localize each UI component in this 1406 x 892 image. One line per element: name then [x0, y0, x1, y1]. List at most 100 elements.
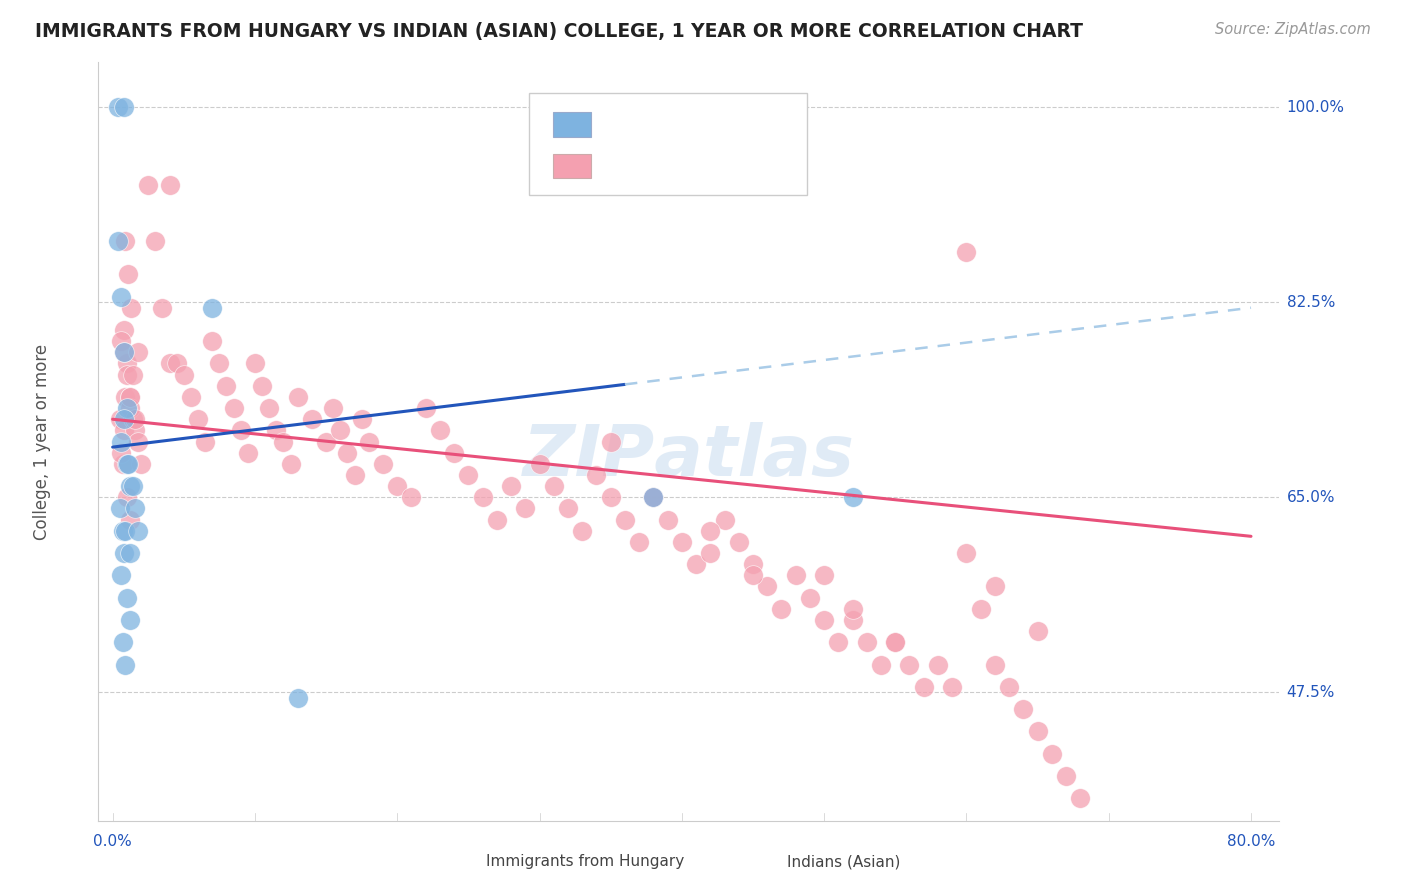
- Point: [742, 568, 765, 582]
- Point: [120, 301, 142, 315]
- Point: [898, 657, 921, 672]
- Point: [699, 524, 721, 538]
- Point: [159, 178, 181, 192]
- Point: [336, 446, 359, 460]
- Point: [387, 479, 409, 493]
- Point: [870, 657, 893, 672]
- Point: [115, 368, 138, 382]
- Point: [371, 457, 394, 471]
- Point: [742, 557, 765, 572]
- Point: [884, 635, 907, 649]
- Text: Source: ZipAtlas.com: Source: ZipAtlas.com: [1215, 22, 1371, 37]
- Point: [998, 680, 1021, 694]
- Text: College, 1 year or more: College, 1 year or more: [32, 343, 51, 540]
- Point: [543, 479, 565, 493]
- Point: [118, 613, 141, 627]
- Point: [756, 580, 779, 594]
- Point: [115, 457, 138, 471]
- Point: [108, 412, 131, 426]
- Point: [401, 490, 423, 504]
- Point: [166, 356, 188, 370]
- Point: [841, 613, 863, 627]
- Point: [969, 601, 991, 615]
- Point: [117, 457, 139, 471]
- Point: [201, 301, 224, 315]
- Point: [643, 490, 665, 504]
- Point: [571, 524, 593, 538]
- Point: [457, 467, 479, 482]
- Point: [129, 457, 152, 471]
- Point: [187, 412, 209, 426]
- Point: [841, 601, 863, 615]
- Point: [280, 457, 302, 471]
- Point: [118, 479, 141, 493]
- Point: [557, 501, 579, 516]
- Point: [112, 345, 135, 359]
- Point: [287, 390, 309, 404]
- Text: 47.5%: 47.5%: [1286, 685, 1334, 700]
- Text: R =  0.041   N =  28: R = 0.041 N = 28: [600, 117, 763, 132]
- Text: 100.0%: 100.0%: [1286, 100, 1344, 114]
- Text: 80.0%: 80.0%: [1227, 834, 1275, 849]
- Point: [115, 490, 138, 504]
- Point: [124, 412, 146, 426]
- Point: [813, 613, 835, 627]
- Point: [114, 390, 136, 404]
- Point: [208, 356, 231, 370]
- Point: [322, 401, 344, 416]
- Point: [127, 524, 149, 538]
- Point: [118, 401, 141, 416]
- Point: [941, 680, 963, 694]
- Point: [121, 368, 143, 382]
- Point: [643, 490, 665, 504]
- Point: [329, 424, 352, 438]
- Point: [515, 501, 537, 516]
- Point: [111, 524, 134, 538]
- Text: IMMIGRANTS FROM HUNGARY VS INDIAN (ASIAN) COLLEGE, 1 YEAR OR MORE CORRELATION CH: IMMIGRANTS FROM HUNGARY VS INDIAN (ASIAN…: [35, 22, 1083, 41]
- Point: [110, 434, 132, 449]
- Point: [112, 100, 135, 114]
- Point: [180, 390, 202, 404]
- FancyBboxPatch shape: [553, 154, 591, 178]
- Text: 0.0%: 0.0%: [93, 834, 132, 849]
- Point: [884, 635, 907, 649]
- Point: [984, 580, 1007, 594]
- Point: [643, 490, 665, 504]
- Point: [927, 657, 949, 672]
- Point: [613, 512, 636, 526]
- Point: [955, 244, 977, 259]
- Point: [287, 690, 309, 705]
- Point: [117, 268, 139, 282]
- Text: ZIP​atlas: ZIP​atlas: [523, 422, 855, 491]
- Point: [112, 345, 135, 359]
- Point: [152, 301, 174, 315]
- Point: [727, 534, 749, 549]
- Point: [107, 100, 129, 114]
- Point: [301, 412, 323, 426]
- Point: [222, 401, 245, 416]
- Point: [912, 680, 935, 694]
- Text: R = -0.291   N = 116: R = -0.291 N = 116: [600, 159, 769, 174]
- Text: 65.0%: 65.0%: [1286, 490, 1336, 505]
- Point: [499, 479, 522, 493]
- Point: [236, 446, 259, 460]
- Point: [173, 368, 195, 382]
- Point: [194, 434, 217, 449]
- Point: [127, 345, 149, 359]
- Point: [110, 446, 132, 460]
- Point: [443, 446, 465, 460]
- Point: [841, 490, 863, 504]
- Text: Immigrants from Hungary: Immigrants from Hungary: [486, 854, 685, 869]
- Point: [215, 378, 238, 392]
- Point: [1012, 702, 1035, 716]
- Point: [112, 323, 135, 337]
- Point: [770, 601, 793, 615]
- Point: [955, 546, 977, 560]
- Point: [273, 434, 295, 449]
- Point: [599, 490, 621, 504]
- Point: [429, 424, 451, 438]
- Point: [599, 434, 621, 449]
- Point: [785, 568, 807, 582]
- FancyBboxPatch shape: [752, 854, 782, 873]
- Point: [201, 334, 224, 348]
